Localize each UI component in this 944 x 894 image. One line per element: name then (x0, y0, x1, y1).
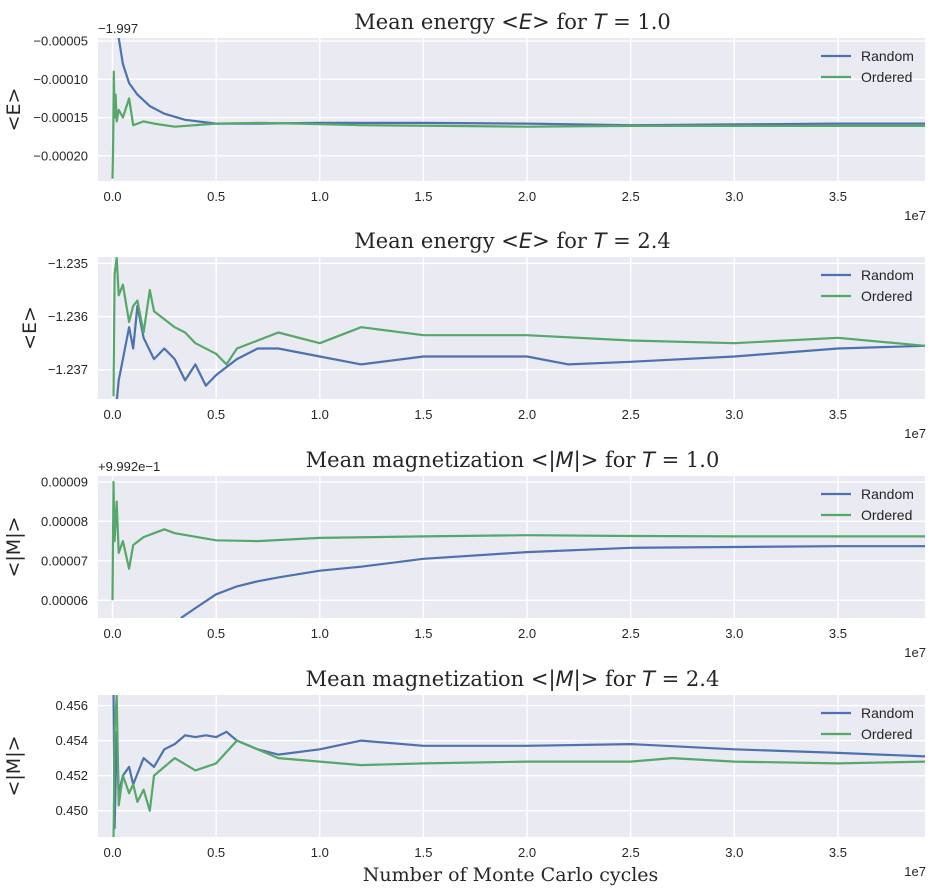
x-tick-label: 3.5 (829, 626, 847, 641)
x-tick-label: 2.0 (518, 189, 536, 204)
x-scale-label: 1e7 (904, 645, 926, 660)
series-line-ordered (112, 257, 925, 397)
x-tick-label: 2.5 (622, 407, 640, 422)
y-tick-label: −0.00005 (33, 34, 88, 49)
chart-title: Mean magnetization <|M|> for T = 2.4 (306, 667, 720, 692)
chart-panel-4: 0.0 0.5 1.0 1.5 2.0 2.5 3.0 3.5 0.456 0.454 0.452 0… (3, 667, 926, 886)
legend-label: Random (861, 267, 914, 283)
y-tick-label: −0.00015 (33, 110, 88, 125)
chart-title: Mean magnetization <|M|> for T = 1.0 (306, 448, 720, 473)
y-tick-label: 0.00006 (41, 593, 88, 608)
y-tick-label: 0.454 (55, 733, 88, 748)
y-tick-label: 0.00008 (41, 514, 88, 529)
legend-label: Ordered (861, 288, 912, 304)
x-tick-label: 0.0 (103, 845, 121, 860)
x-tick-label: 1.5 (414, 189, 432, 204)
x-tick-label: 3.0 (725, 189, 743, 204)
y-tick-label: 0.00009 (41, 474, 88, 489)
y-axis-label: <E> (3, 88, 25, 132)
x-tick-label: 1.0 (311, 845, 329, 860)
x-tick-label: 1.0 (311, 626, 329, 641)
axes-background (98, 38, 925, 181)
x-tick-label: 2.5 (622, 626, 640, 641)
x-tick-label: 1.5 (414, 626, 432, 641)
legend-label: Random (861, 486, 914, 502)
y-offset-label: −1.997 (98, 21, 138, 36)
x-tick-label: 3.5 (829, 407, 847, 422)
y-tick-label: 0.00007 (41, 553, 88, 568)
legend-label: Random (861, 48, 914, 64)
axes-background (98, 257, 925, 399)
x-tick-label: 0.0 (103, 626, 121, 641)
series-line-random (180, 545, 925, 618)
legend-label: Ordered (861, 69, 912, 85)
legend-label: Ordered (861, 726, 912, 742)
y-axis-label: <|M|> (3, 516, 25, 577)
x-tick-label: 0.5 (207, 407, 225, 422)
y-tick-label: 0.452 (55, 768, 88, 783)
x-tick-label: 0.0 (103, 189, 121, 204)
series-line-ordered (111, 70, 925, 179)
series-line-random (112, 695, 925, 830)
chart-title: Mean energy <E> for T = 2.4 (354, 229, 671, 253)
y-tick-label: 0.450 (55, 803, 88, 818)
series-line-ordered (112, 695, 925, 837)
y-tick-label: −1.236 (48, 309, 88, 324)
y-tick-label: −1.237 (48, 362, 88, 377)
x-tick-label: 0.5 (207, 626, 225, 641)
y-tick-label: 0.456 (55, 698, 88, 713)
x-axis-label: Number of Monte Carlo cycles (363, 864, 659, 886)
y-offset-label: +9.992e−1 (98, 459, 160, 474)
x-tick-label: 1.5 (414, 845, 432, 860)
x-scale-label: 1e7 (904, 864, 926, 879)
chart-panel-2: 0.0 0.5 1.0 1.5 2.0 2.5 3.0 3.5 −1.235 −1.236 −1.2… (19, 229, 926, 441)
x-tick-label: 1.0 (311, 407, 329, 422)
chart-panel-3: 0.0 0.5 1.0 1.5 2.0 2.5 3.0 3.5 0.00009 0.00008 0.… (3, 448, 926, 660)
legend-label: Ordered (861, 507, 912, 523)
x-tick-label: 2.5 (622, 189, 640, 204)
x-tick-label: 2.0 (518, 407, 536, 422)
x-tick-label: 2.0 (518, 845, 536, 860)
x-tick-label: 0.5 (207, 845, 225, 860)
x-tick-label: 3.0 (725, 407, 743, 422)
y-tick-label: −1.235 (48, 256, 88, 271)
x-tick-label: 2.0 (518, 626, 536, 641)
y-tick-label: −0.00020 (33, 148, 88, 163)
x-scale-label: 1e7 (904, 208, 926, 223)
x-tick-label: 1.5 (414, 407, 432, 422)
y-tick-label: −0.00010 (33, 72, 88, 87)
x-tick-label: 2.5 (622, 845, 640, 860)
chart-panel-1: 0.0 0.5 1.0 1.5 2.0 2.5 3.0 3.5 −0.00005 −0.00010… (3, 10, 926, 223)
series-line-random (115, 304, 925, 399)
axes-background (98, 695, 925, 837)
x-scale-label: 1e7 (904, 426, 926, 441)
x-tick-label: 0.0 (103, 407, 121, 422)
y-axis-label: <E> (19, 306, 41, 350)
series-line-ordered (111, 480, 925, 601)
x-tick-label: 3.0 (725, 626, 743, 641)
y-axis-label: <|M|> (3, 735, 25, 796)
x-tick-label: 3.5 (829, 845, 847, 860)
x-tick-label: 1.0 (311, 189, 329, 204)
x-tick-label: 0.5 (207, 189, 225, 204)
x-tick-label: 3.5 (829, 189, 847, 204)
legend-label: Random (861, 705, 914, 721)
chart-title: Mean energy <E> for T = 1.0 (354, 10, 671, 34)
x-tick-label: 3.0 (725, 845, 743, 860)
